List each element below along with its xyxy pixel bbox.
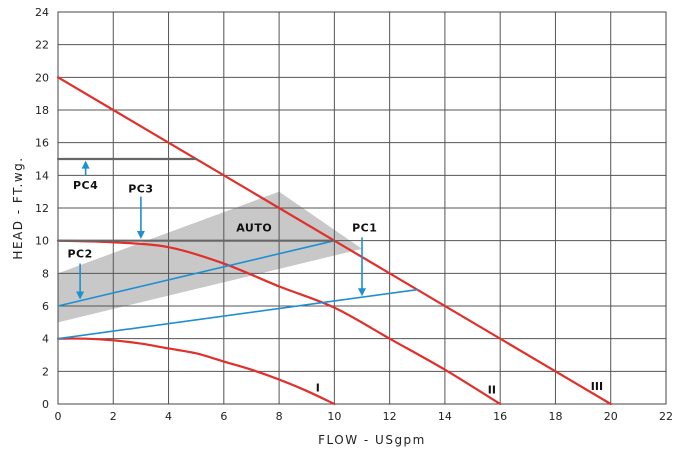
- x-tick-label-4: 4: [165, 410, 172, 423]
- annotation-label-i: I: [316, 382, 320, 395]
- x-tick-label-22: 22: [659, 410, 673, 423]
- x-tick-label-16: 16: [493, 410, 507, 423]
- annotation-arrow-2: [136, 196, 145, 240]
- auto-band: [58, 191, 362, 323]
- annotation-arrow-1: [81, 160, 90, 176]
- y-tick-label-20: 20: [35, 71, 49, 84]
- y-tick-label-24: 24: [35, 6, 49, 19]
- plot-frame: [57, 11, 667, 405]
- y-tick-label-14: 14: [35, 169, 49, 182]
- x-tick-label-14: 14: [438, 410, 452, 423]
- x-tick-label-2: 2: [110, 410, 117, 423]
- y-tick-label-8: 8: [42, 267, 49, 280]
- annotation-label-iii: III: [591, 380, 603, 393]
- y-tick-label-12: 12: [35, 202, 49, 215]
- y-tick-label-18: 18: [35, 104, 49, 117]
- x-tick-label-10: 10: [327, 410, 341, 423]
- annotation-arrow-3: [76, 263, 85, 300]
- x-axis-title: FLOW - USgpm: [318, 433, 426, 447]
- y-tick-label-10: 10: [35, 235, 49, 248]
- annotation-label-pc3: PC3: [128, 182, 153, 195]
- series-line-pc1: [57, 288, 419, 340]
- annotation-arrow-4: [358, 237, 366, 297]
- y-tick-label-6: 6: [42, 300, 49, 313]
- arrow-layer: [76, 160, 366, 300]
- auto-band-layer: [58, 191, 362, 323]
- annotation-label-pc2: PC2: [67, 248, 92, 261]
- annotation-label-auto: AUTO: [236, 222, 272, 235]
- annotation-label-ii: II: [488, 383, 496, 396]
- y-tick-label-4: 4: [42, 333, 49, 346]
- annotation-label-pc1: PC1: [352, 222, 377, 235]
- x-tick-label-12: 12: [383, 410, 397, 423]
- series-line-pc2: [57, 239, 336, 307]
- series-line-i: [56, 337, 336, 406]
- x-tick-label-8: 8: [276, 410, 283, 423]
- x-tick-label-0: 0: [55, 410, 62, 423]
- series-line-ii: [56, 239, 502, 406]
- y-tick-label-16: 16: [35, 137, 49, 150]
- y-tick-label-2: 2: [42, 365, 49, 378]
- series-layer: [56, 76, 612, 406]
- y-axis-title: HEAD - FT.wg.: [11, 156, 25, 259]
- y-tick-label-22: 22: [35, 39, 49, 52]
- y-tick-label-0: 0: [42, 398, 49, 411]
- x-tick-label-20: 20: [604, 410, 618, 423]
- x-tick-label-18: 18: [548, 410, 562, 423]
- x-tick-label-6: 6: [220, 410, 227, 423]
- annotation-label-pc4: PC4: [73, 179, 98, 192]
